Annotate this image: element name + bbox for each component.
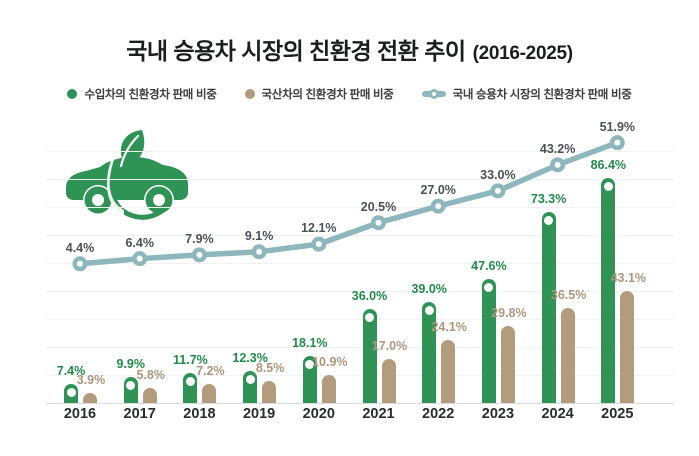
x-axis-line: [46, 403, 674, 404]
x-axis-year-2016: 2016: [63, 406, 97, 422]
value-label-import: 12.3%: [232, 351, 268, 365]
bar-pin-dot: [305, 359, 315, 369]
gridline: [46, 319, 674, 320]
value-label-domestic: 24.1%: [431, 320, 467, 334]
value-label-total: 7.9%: [185, 231, 214, 246]
trend-marker: [371, 215, 386, 231]
gridline: [46, 291, 674, 292]
legend-label: 수입차의 친환경차 판매 비중: [84, 89, 217, 101]
gridline: [46, 151, 674, 152]
title-year-range: (2016-2025): [472, 43, 574, 64]
value-label-domestic: 29.8%: [491, 306, 527, 320]
x-axis-year-2023: 2023: [481, 406, 515, 422]
value-label-import: 7.4%: [56, 364, 86, 378]
bar-domestic-2023: [500, 326, 515, 403]
bar-pin-dot: [66, 387, 76, 397]
bar-import-2023: [481, 279, 496, 403]
trend-marker: [311, 236, 327, 252]
value-label-import: 73.3%: [530, 192, 567, 206]
value-label-import: 47.6%: [471, 259, 507, 273]
trend-marker: [251, 244, 267, 260]
x-axis-year-2018: 2018: [183, 406, 216, 422]
tan-dot-icon: [244, 89, 255, 99]
value-label-total: 51.9%: [599, 119, 636, 134]
x-axis-year-2021: 2021: [362, 406, 395, 422]
gridline: [46, 347, 674, 348]
chart-legend: 수입차의 친환경차 판매 비중 국산차의 친환경차 판매 비중 국내 승용차 시…: [0, 86, 699, 102]
value-label-import: 11.7%: [173, 353, 208, 367]
bar-domestic-2024: [560, 308, 575, 403]
trend-marker: [550, 157, 566, 173]
bar-pin-dot: [245, 374, 255, 384]
x-axis-year-2025: 2025: [601, 406, 634, 422]
page-title: 국내 승용차 시장의 친환경 전환 추이 (2016-2025): [0, 32, 699, 66]
gridline: [46, 375, 674, 376]
legend-label: 국내 승용차 시장의 친환경차 판매 비중: [452, 89, 632, 101]
green-dot-icon: [67, 89, 78, 99]
bar-domestic-2020: [321, 375, 336, 403]
value-label-import: 36.0%: [351, 289, 388, 303]
bar-domestic-2017: [142, 388, 157, 403]
line-marker-icon: [421, 88, 446, 100]
x-axis-year-2024: 2024: [541, 406, 574, 422]
value-label-domestic: 36.5%: [550, 288, 587, 302]
x-axis-year-2020: 2020: [302, 406, 335, 422]
value-label-domestic: 10.9%: [312, 355, 348, 369]
value-label-domestic: 43.1%: [610, 271, 647, 285]
bar-import-2024: [541, 212, 556, 403]
bar-pin-dot: [365, 312, 374, 322]
legend-item-import: 수입차의 친환경차 판매 비중: [67, 86, 217, 102]
bar-domestic-2018: [202, 384, 217, 403]
bar-domestic-2019: [262, 381, 277, 403]
value-label-total: 4.4%: [65, 240, 95, 255]
gridline: [46, 263, 674, 264]
value-label-total: 9.1%: [244, 228, 274, 243]
value-label-import: 18.1%: [292, 336, 328, 350]
value-label-import: 39.0%: [411, 282, 447, 296]
trend-marker: [609, 135, 625, 151]
value-label-total: 33.0%: [480, 167, 516, 182]
value-label-domestic: 5.8%: [136, 368, 165, 382]
x-axis-year-2022: 2022: [422, 406, 455, 422]
bar-pin-dot: [484, 282, 494, 292]
value-label-total: 43.2%: [539, 141, 576, 156]
value-label-total: 6.4%: [125, 235, 154, 250]
value-label-total: 12.1%: [301, 221, 337, 236]
x-axis-year-2017: 2017: [123, 406, 156, 422]
value-label-domestic: 7.2%: [196, 364, 225, 378]
value-label-total: 20.5%: [360, 199, 397, 214]
bar-domestic-2016: [83, 393, 97, 403]
value-label-domestic: 3.9%: [76, 373, 106, 387]
value-label-import: 9.9%: [116, 357, 145, 371]
trend-marker: [490, 183, 506, 199]
bar-domestic-2021: [381, 359, 396, 403]
value-label-import: 86.4%: [590, 158, 627, 172]
value-label-domestic: 8.5%: [255, 361, 285, 375]
bar-pin-dot: [603, 181, 613, 191]
bar-pin-dot: [424, 305, 434, 315]
bar-import-2025: [601, 178, 616, 403]
title-main-text: 국내 승용차 시장의 친환경 전환 추이: [126, 38, 466, 64]
x-axis-year-2019: 2019: [242, 406, 276, 422]
bar-pin-dot: [126, 380, 136, 390]
legend-item-domestic: 국산차의 친환경차 판매 비중: [244, 86, 394, 102]
bar-import-2022: [422, 302, 437, 403]
gridline: [46, 179, 674, 180]
bar-domestic-2025: [620, 291, 635, 403]
legend-item-total-market: 국내 승용차 시장의 친환경차 판매 비중: [421, 86, 632, 102]
bar-pin-dot: [185, 376, 195, 386]
bar-domestic-2022: [441, 340, 456, 403]
value-label-total: 27.0%: [420, 183, 456, 198]
value-label-domestic: 17.0%: [371, 339, 408, 353]
trend-marker: [191, 247, 207, 263]
bar-import-2021: [362, 309, 377, 403]
legend-label: 국산차의 친환경차 판매 비중: [261, 89, 394, 101]
bar-pin-dot: [544, 215, 554, 225]
